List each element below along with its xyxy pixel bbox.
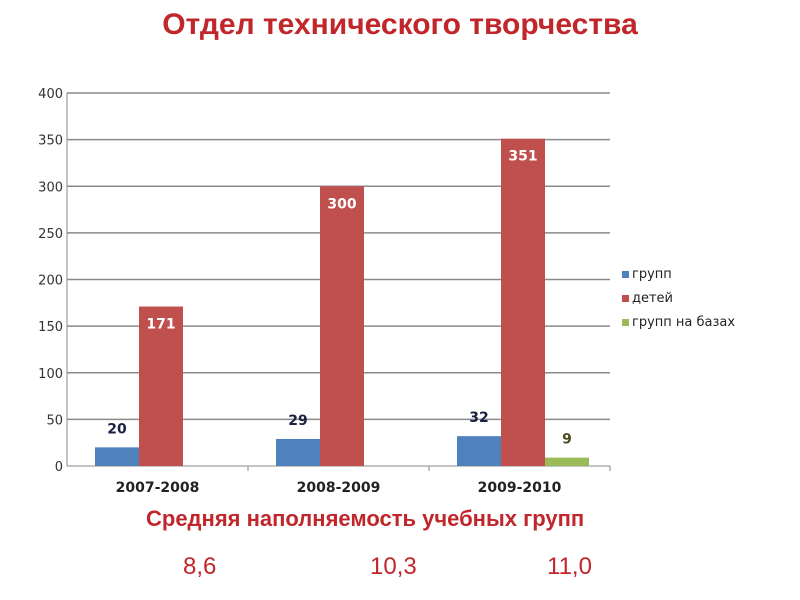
data-label: 171: [146, 317, 175, 333]
bar: [457, 436, 501, 466]
bar: [545, 457, 589, 466]
y-tick-label: 150: [38, 320, 63, 335]
slide-title: Отдел технического творчества: [162, 8, 638, 41]
x-tick-label: 2008-2009: [297, 480, 381, 496]
average-value: 10,3: [370, 553, 417, 580]
x-tick-label: 2007-2008: [116, 480, 200, 496]
legend-label: детей: [632, 290, 674, 306]
bar: [320, 186, 364, 466]
bar: [139, 306, 183, 466]
legend-swatch: [622, 318, 629, 326]
legend-item: детей: [622, 286, 735, 310]
average-value: 8,6: [183, 553, 217, 580]
y-tick-label: 50: [46, 413, 63, 428]
data-label: 29: [288, 413, 307, 429]
data-label: 351: [508, 149, 537, 165]
y-tick-label: 200: [38, 274, 63, 289]
legend-item: групп: [622, 262, 735, 286]
y-tick-label: 400: [38, 87, 63, 102]
bar: [501, 138, 545, 466]
bar: [95, 447, 139, 466]
data-label: 9: [562, 432, 572, 448]
average-value: 11,0: [547, 553, 592, 580]
y-tick-label: 100: [38, 367, 63, 382]
average-fill-label: Средняя наполняемость учебных групп: [146, 506, 585, 531]
data-label: 32: [469, 410, 488, 426]
legend-label: групп: [632, 266, 672, 282]
legend-swatch: [622, 270, 629, 278]
y-tick-label: 350: [38, 134, 63, 149]
y-tick-label: 0: [55, 460, 63, 475]
y-tick-label: 300: [38, 180, 63, 195]
legend-item: групп на базах: [622, 310, 735, 334]
y-tick-label: 250: [38, 227, 63, 242]
bar: [276, 438, 320, 466]
legend: групп детей групп на базах: [622, 262, 735, 334]
legend-label: групп на базах: [632, 314, 736, 330]
legend-swatch: [622, 294, 629, 302]
data-label: 20: [107, 421, 127, 437]
x-tick-label: 2009-2010: [478, 480, 562, 496]
data-label: 300: [327, 196, 356, 212]
